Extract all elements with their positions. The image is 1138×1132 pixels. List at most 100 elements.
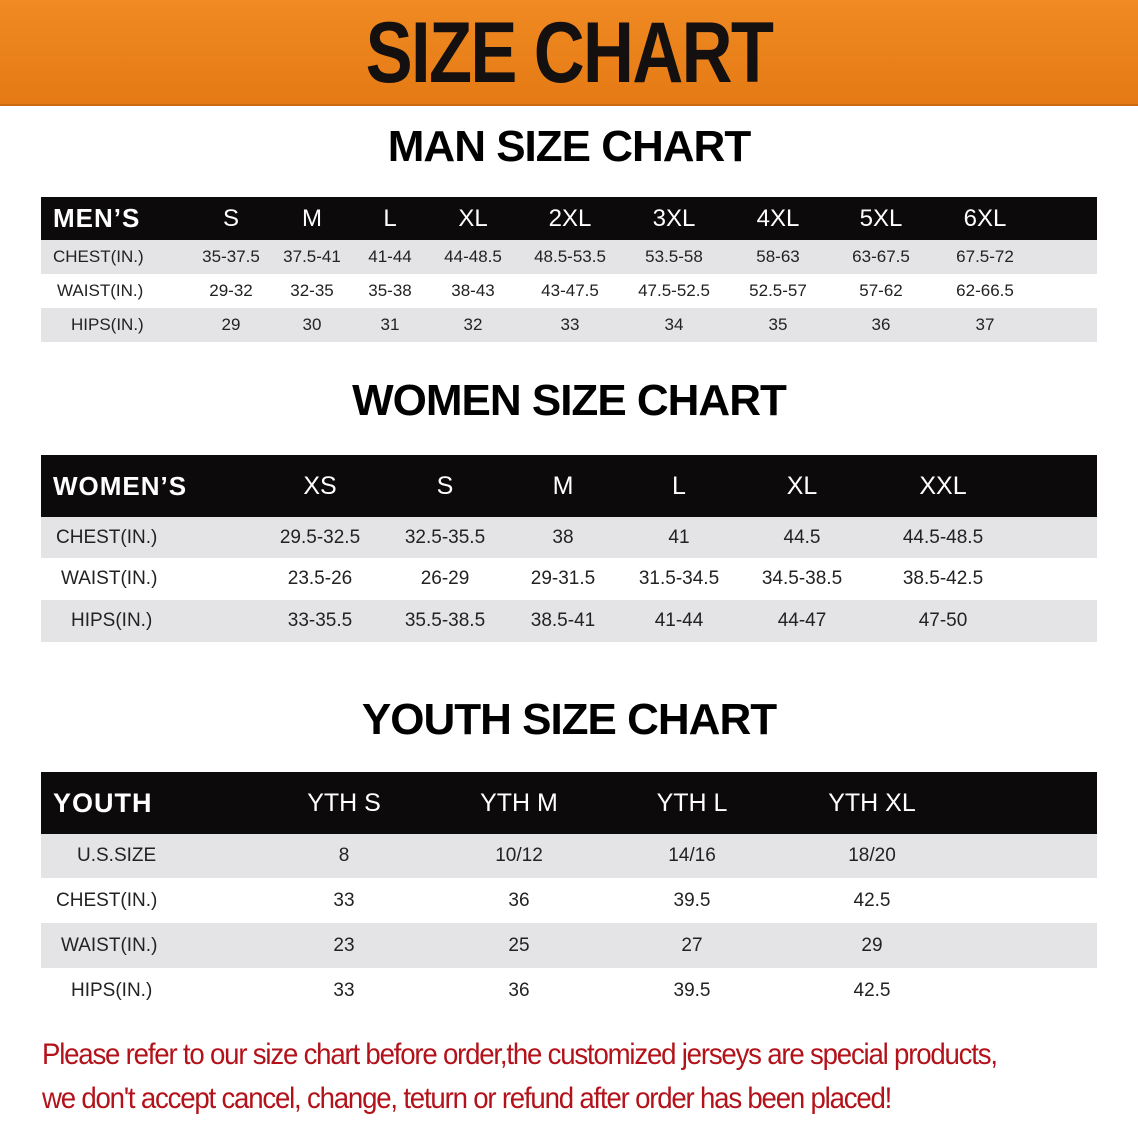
table-title-cell: MEN’S: [53, 203, 141, 233]
table-cell: 44-48.5: [444, 247, 502, 266]
row-label: HIPS(IN.): [71, 610, 153, 631]
men-size-table: MEN’S S M L XL 2XL 3XL 4XL 5XL 6XL CHEST(IN.) 35-37…: [41, 197, 1097, 342]
size-header-cell: 2XL: [548, 204, 592, 232]
header-banner: SIZE CHART: [0, 0, 1138, 106]
table-cell: 14/16: [668, 845, 716, 866]
table-cell: 23: [333, 934, 355, 956]
table-cell: 42.5: [853, 889, 891, 911]
size-header-cell: XL: [458, 204, 488, 232]
table-cell: 33-35.5: [287, 610, 353, 631]
table-cell: 67.5-72: [956, 247, 1014, 266]
table-cell: 34: [664, 315, 684, 334]
size-header-cell: 6XL: [963, 204, 1007, 232]
row-label: CHEST(IN.): [53, 247, 144, 266]
table-cell: 35-37.5: [202, 247, 260, 266]
table-cell: 41-44: [368, 247, 412, 266]
table-cell: 37: [975, 315, 995, 334]
table-cell: 39.5: [673, 889, 711, 911]
table-row: U.S.SIZE 8 10/12 14/16 18/20: [41, 834, 1097, 878]
size-header-cell: XL: [786, 471, 818, 500]
table-cell: 57-62: [859, 281, 903, 300]
table-cell: 31: [380, 315, 400, 334]
table-cell: 33: [333, 889, 355, 911]
size-header-cell: L: [383, 204, 397, 232]
table-cell: 44-47: [777, 610, 827, 631]
table-cell: 37.5-41: [283, 247, 341, 266]
table-cell: 32-35: [290, 281, 334, 300]
table-cell: 38-43: [451, 281, 495, 300]
table-cell: 48.5-53.5: [534, 247, 606, 266]
table-cell: 36: [508, 979, 530, 1001]
table-cell: 35.5-38.5: [404, 610, 486, 631]
table-cell: 32: [463, 315, 483, 334]
table-row: CHEST(IN.) 35-37.5 37.5-41 41-44 44-48.5 48.5…: [41, 240, 1097, 274]
table-row: HIPS(IN.) 33-35.5 35.5-38.5 38.5-41 41-44 44-…: [41, 600, 1097, 642]
table-cell: 53.5-58: [645, 247, 703, 266]
notice-line-1: Please refer to our size chart before or…: [42, 1038, 998, 1071]
size-header-cell: L: [672, 471, 686, 500]
table-cell: 38.5-42.5: [902, 568, 984, 589]
table-cell: 63-67.5: [852, 247, 910, 266]
size-header-cell: 3XL: [652, 204, 696, 232]
table-cell: 26-29: [420, 568, 470, 589]
table-cell: 23.5-26: [287, 568, 353, 589]
banner-title: SIZE CHART: [365, 5, 774, 101]
table-cell: 29.5-32.5: [279, 526, 361, 548]
table-cell: 35-38: [368, 281, 412, 300]
size-header-cell: YTH S: [307, 788, 381, 817]
size-header-cell: M: [552, 471, 574, 500]
row-label: WAIST(IN.): [57, 281, 144, 300]
row-label: CHEST(IN.): [56, 889, 158, 911]
table-cell: 35: [768, 315, 788, 334]
size-header-cell: XXL: [919, 471, 967, 500]
youth-section-title: YOUTH SIZE CHART: [361, 695, 777, 744]
youth-header-row: YOUTH YTH S YTH M YTH L YTH XL: [41, 772, 1097, 834]
table-cell: 33: [560, 315, 580, 334]
women-size-table: WOMEN’S XS S M L XL XXL CHEST(IN.) 29.5-32.5 32.5…: [41, 455, 1097, 642]
men-section-title: MAN SIZE CHART: [387, 122, 751, 171]
size-header-cell: S: [222, 204, 240, 232]
size-header-cell: 4XL: [756, 204, 800, 232]
table-title-cell: WOMEN’S: [53, 470, 188, 501]
table-cell: 41: [668, 526, 690, 548]
youth-size-table: YOUTH YTH S YTH M YTH L YTH XL U.S.SIZE 8 10/12…: [41, 772, 1097, 1013]
table-cell: 29: [861, 934, 883, 956]
table-row: HIPS(IN.) 29 30 31 32 33 34 35 36 37: [41, 308, 1097, 342]
table-cell: 38.5-41: [530, 610, 596, 631]
table-cell: 33: [333, 979, 355, 1001]
row-label: WAIST(IN.): [61, 568, 158, 589]
table-row: WAIST(IN.) 29-32 32-35 35-38 38-43 43-47.5 47.…: [41, 274, 1097, 308]
table-cell: 38: [552, 526, 574, 548]
table-cell: 39.5: [673, 979, 711, 1001]
table-cell: 62-66.5: [956, 281, 1014, 300]
table-cell: 18/20: [848, 845, 896, 866]
table-cell: 52.5-57: [749, 281, 807, 300]
size-header-cell: XS: [303, 471, 337, 500]
table-cell: 58-63: [756, 247, 800, 266]
table-cell: 41-44: [654, 610, 704, 631]
row-label: U.S.SIZE: [77, 845, 157, 866]
size-header-cell: S: [436, 471, 454, 500]
size-header-cell: 5XL: [859, 204, 903, 232]
table-cell: 36: [508, 889, 530, 911]
table-cell: 31.5-34.5: [638, 568, 720, 589]
table-cell: 36: [871, 315, 891, 334]
women-section-title: WOMEN SIZE CHART: [352, 376, 787, 425]
table-cell: 29-31.5: [530, 568, 596, 589]
table-row: HIPS(IN.) 33 36 39.5 42.5: [41, 968, 1097, 1013]
table-cell: 29-32: [209, 281, 253, 300]
table-cell: 34.5-38.5: [761, 568, 843, 589]
size-header-cell: YTH XL: [828, 788, 916, 817]
size-header-cell: YTH L: [656, 788, 728, 817]
table-cell: 47.5-52.5: [638, 281, 710, 300]
row-label: CHEST(IN.): [56, 526, 158, 548]
table-row: WAIST(IN.) 23.5-26 26-29 29-31.5 31.5-34.5 34…: [41, 558, 1097, 600]
women-header-row: WOMEN’S XS S M L XL XXL: [41, 455, 1097, 517]
table-cell: 29: [221, 315, 241, 334]
men-header-row: MEN’S S M L XL 2XL 3XL 4XL 5XL 6XL: [41, 197, 1097, 240]
table-cell: 30: [302, 315, 322, 334]
table-cell: 32.5-35.5: [404, 526, 486, 548]
table-cell: 43-47.5: [541, 281, 599, 300]
table-cell: 47-50: [918, 610, 968, 631]
table-row: CHEST(IN.) 29.5-32.5 32.5-35.5 38 41 44.5 44.5…: [41, 517, 1097, 558]
